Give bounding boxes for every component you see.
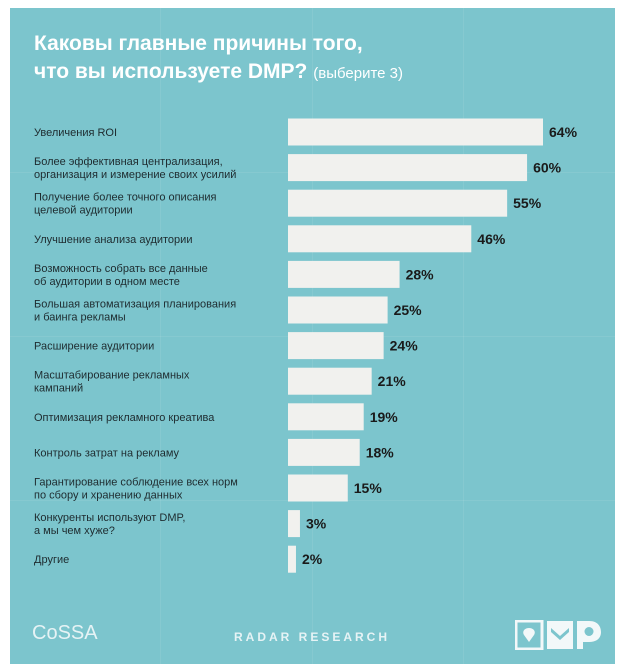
dmp-logo-p-hole: [584, 627, 594, 636]
category-label: Конкуренты используют DMP, а мы чем хуже?: [34, 512, 185, 537]
category-label-line: целевой аудитории: [34, 205, 133, 217]
bar: [288, 438, 360, 466]
category-label-line: Большая автоматизация планирования: [34, 299, 236, 311]
data-label: 21%: [378, 373, 407, 389]
category-label-line: Получение более точного описания: [34, 192, 217, 204]
category-label-line: Другие: [34, 554, 69, 566]
category-label: Масштабирование рекламных кампаний: [34, 370, 190, 395]
data-label: 3%: [306, 516, 327, 532]
category-label-line: Более эффективная централизация,: [34, 156, 223, 168]
category-label: Увеличения ROI: [34, 127, 117, 139]
data-label: 25%: [394, 302, 423, 318]
bar: [288, 296, 388, 324]
bar: [288, 474, 348, 502]
bar: [288, 154, 528, 182]
data-label: 60%: [533, 160, 562, 176]
category-label-line: Увеличения ROI: [34, 127, 117, 139]
data-label: 28%: [406, 266, 435, 282]
category-label-line: и баинга рекламы: [34, 312, 126, 324]
category-label-line: Улучшение анализа аудитории: [34, 234, 192, 246]
bar: [288, 367, 372, 395]
category-label-line: а мы чем хуже?: [34, 525, 115, 537]
data-label: 64%: [549, 124, 578, 140]
category-label-line: Конкуренты используют DMP,: [34, 512, 185, 524]
category-label-line: кампаний: [34, 383, 83, 395]
category-label: Гарантирование соблюдение всех норм по сб…: [34, 477, 238, 502]
category-label-line: Оптимизация рекламного креатива: [34, 412, 215, 424]
bar: [288, 118, 543, 146]
bar: [288, 403, 364, 431]
category-label: Другие: [34, 554, 69, 566]
category-label: Большая автоматизация планирования и баин…: [34, 299, 236, 324]
data-label: 19%: [370, 409, 399, 425]
chart-subtitle: (выберите 3): [313, 65, 404, 82]
category-label: Возможность собрать все данные об аудитор…: [34, 263, 208, 288]
category-label-line: об аудитории в одном месте: [34, 276, 180, 288]
data-label: 46%: [477, 231, 506, 247]
category-label: Получение более точного описания целевой …: [34, 192, 217, 217]
dmp-logo-d-frame: [515, 620, 544, 650]
category-label-line: Расширение аудитории: [34, 341, 154, 353]
bar: [288, 545, 296, 573]
bar: [288, 225, 472, 253]
data-label: 55%: [513, 195, 542, 211]
category-label-line: Масштабирование рекламных: [34, 370, 190, 382]
chart-title: Каковы главные причины того, что вы испо…: [34, 30, 594, 88]
category-label: Более эффективная централизация, организа…: [34, 156, 236, 181]
category-label: Оптимизация рекламного креатива: [34, 412, 215, 424]
bar: [288, 260, 400, 288]
data-label: 18%: [366, 444, 395, 460]
chart-title-line-2: что вы используете DMP? (выберите 3): [34, 58, 594, 88]
cossa-logo: CoSSA: [32, 622, 98, 644]
bar: [288, 189, 508, 217]
data-label: 15%: [354, 480, 383, 496]
radar-research-label: RADAR RESEARCH: [234, 630, 391, 644]
dmp-logo: [515, 620, 601, 650]
dmp-logo-pin-icon: [523, 628, 535, 642]
bar: [288, 510, 300, 538]
data-label: 24%: [390, 338, 419, 354]
category-label: Контроль затрат на рекламу: [34, 447, 180, 459]
category-label-line: Гарантирование соблюдение всех норм: [34, 477, 238, 489]
category-label: Улучшение анализа аудитории: [34, 234, 192, 246]
bar-chart: 64% Увеличения ROI 60% Более эффективная це…: [34, 118, 578, 573]
chart-title-line-2-text: что вы используете DMP?: [34, 60, 308, 83]
category-label-line: по сбору и хранению данных: [34, 490, 183, 502]
dmp-logo-m-block: [547, 621, 573, 649]
data-label: 2%: [302, 551, 323, 567]
chart-title-line-1: Каковы главные причины того,: [34, 32, 363, 55]
infographic-poster: Каковы главные причины того, что вы испо…: [10, 8, 615, 664]
category-label-line: Контроль затрат на рекламу: [34, 447, 180, 459]
fold-line: [160, 8, 161, 664]
fold-line: [463, 8, 464, 664]
category-label-line: Возможность собрать все данные: [34, 263, 208, 275]
category-label-line: организация и измерение своих усилий: [34, 169, 236, 181]
bar: [288, 332, 384, 360]
category-label: Расширение аудитории: [34, 341, 154, 353]
dmp-logo-m-notch: [551, 628, 569, 640]
